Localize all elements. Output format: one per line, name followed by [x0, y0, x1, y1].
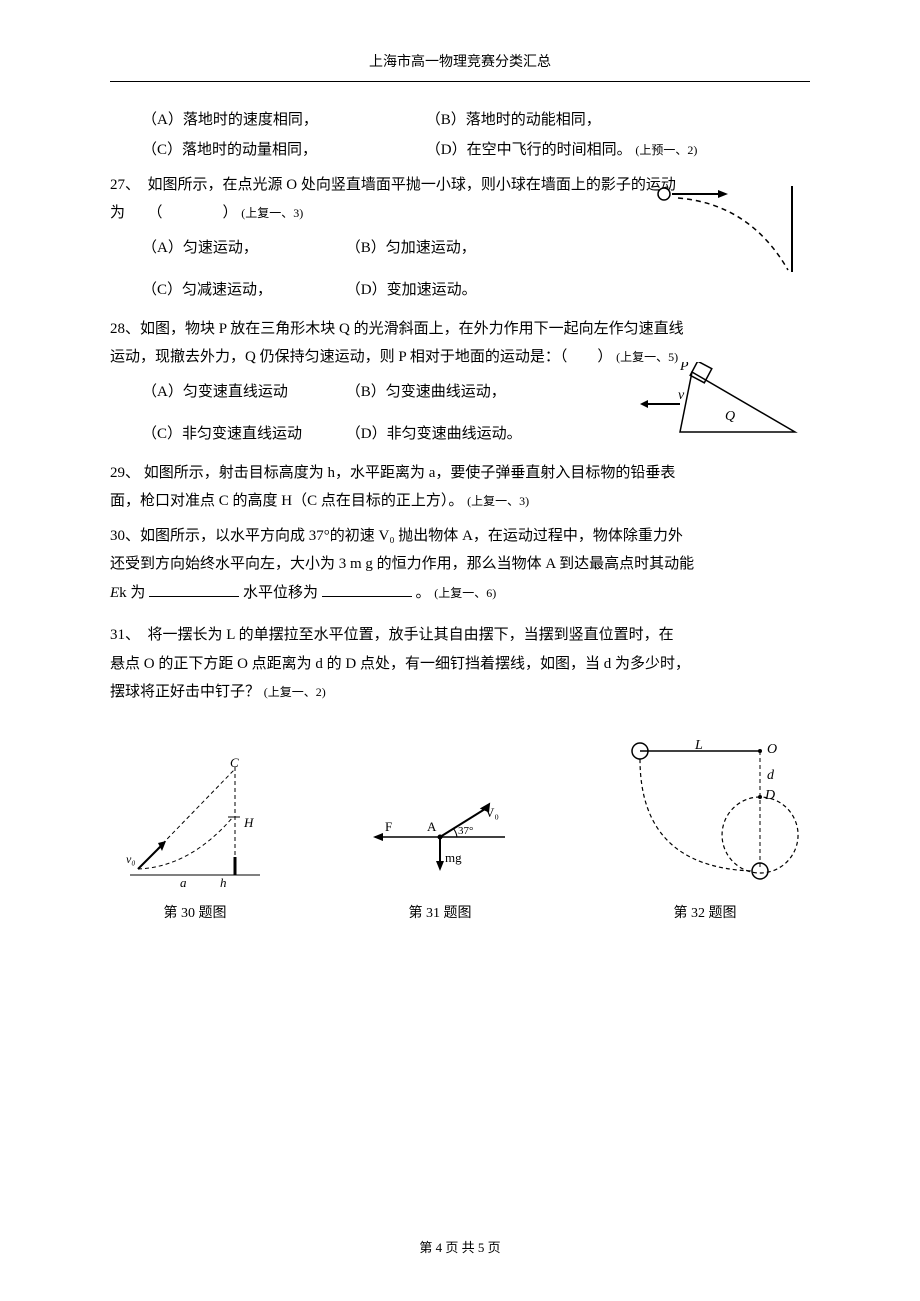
note: (上复一、2) — [264, 685, 326, 699]
blank-2 — [322, 581, 412, 597]
q27-stem2: 为 （ ） — [110, 205, 238, 221]
q30-stem2: 还受到方向始终水平向左，大小为 3 m g 的恒力作用，那么当物体 A 到达最高… — [110, 550, 810, 579]
svg-text:H: H — [243, 815, 254, 830]
figure-32-block: L O d D 第 32 题图 — [610, 737, 800, 928]
opt-c: （C）非匀变速直线运动 — [142, 420, 342, 449]
figure-30-caption: 第 30 题图 — [120, 901, 270, 928]
q29-stem1: 29、 如图所示，射击目标高度为 h，水平距离为 a，要使子弹垂直射入目标物的铅… — [110, 459, 810, 488]
q30-stem3-pre: k 为 — [119, 585, 145, 601]
opt-b: （B）匀加速运动， — [346, 234, 476, 263]
svg-text:d: d — [767, 768, 775, 783]
q31-stem1: 31、 将一摆长为 L 的单摆拉至水平位置，放手让其自由摆下，当摆到竖直位置时，… — [110, 621, 810, 650]
svg-text:A: A — [427, 819, 437, 834]
figures-row: C H v₀ a h 第 30 题图 F A 37° — [110, 737, 810, 928]
blank-1 — [149, 581, 239, 597]
figure-30: C H v₀ a h — [120, 757, 270, 887]
opt-c: （C）落地时的动量相同， — [142, 136, 422, 165]
svg-text:a: a — [180, 875, 187, 887]
q31-stem3: 摆球将正好击中钉子？ — [110, 684, 260, 700]
q30-stem3-post: 。 — [415, 585, 430, 601]
note: (上预一、2) — [635, 143, 697, 157]
opt-c: （C）匀减速运动， — [142, 276, 342, 305]
opt-d: （D）在空中飞行的时间相同。 — [426, 136, 632, 165]
svg-text:D: D — [764, 788, 775, 803]
q29-stem2: 面，枪口对准点 C 的高度 H（C 点在目标的正上方）。 — [110, 493, 463, 509]
svg-text:L: L — [694, 738, 703, 753]
q26-options: （A）落地时的速度相同， （B）落地时的动能相同， （C）落地时的动量相同， （… — [110, 106, 810, 165]
figure-32-caption: 第 32 题图 — [610, 901, 800, 928]
lbl-Q: Q — [725, 409, 735, 424]
figure-31-caption: 第 31 题图 — [355, 901, 525, 928]
svg-text:h: h — [220, 875, 227, 887]
q30-stem1: 30、如图所示，以水平方向成 37°的初速 V₀ 抛出物体 A，在运动过程中，物… — [110, 522, 810, 551]
opt-a: （A）落地时的速度相同， — [142, 106, 422, 135]
figure-31-block: F A 37° V₀ mg 第 31 题图 — [355, 797, 525, 928]
note: (上复一、3) — [241, 206, 303, 220]
figure-30-block: C H v₀ a h 第 30 题图 — [120, 757, 270, 928]
q30: 30、如图所示，以水平方向成 37°的初速 V₀ 抛出物体 A，在运动过程中，物… — [110, 522, 810, 608]
figure-27 — [650, 184, 810, 274]
note: (上复一、6) — [434, 586, 496, 600]
svg-text:V₀: V₀ — [485, 805, 499, 820]
q29: 29、 如图所示，射击目标高度为 h，水平距离为 a，要使子弹垂直射入目标物的铅… — [110, 459, 810, 516]
opt-d: （D）非匀变速曲线运动。 — [346, 420, 522, 449]
note: (上复一、3) — [467, 494, 529, 508]
page-header: 上海市高一物理竞赛分类汇总 — [110, 50, 810, 82]
svg-text:C: C — [230, 757, 239, 770]
svg-text:F: F — [385, 819, 392, 834]
figure-28: P v Q — [640, 362, 810, 442]
opt-a: （A）匀变速直线运动 — [142, 378, 342, 407]
opt-d: （D）变加速运动。 — [346, 276, 477, 305]
q31: 31、 将一摆长为 L 的单摆拉至水平位置，放手让其自由摆下，当摆到竖直位置时，… — [110, 621, 810, 707]
svg-text:mg: mg — [445, 850, 462, 865]
svg-text:37°: 37° — [458, 825, 473, 837]
lbl-P: P — [679, 362, 689, 374]
q28-stem1: 28、如图，物块 P 放在三角形木块 Q 的光滑斜面上，在外力作用下一起向左作匀… — [110, 315, 810, 344]
svg-text:v₀: v₀ — [126, 852, 136, 866]
figure-32: L O d D — [610, 737, 800, 887]
q28-stem2: 运动，现撤去外力，Q 仍保持匀速运动，则 P 相对于地面的运动是：（ ） — [110, 349, 612, 365]
opt-b: （B）匀变速曲线运动， — [346, 378, 506, 407]
opt-a: （A）匀速运动， — [142, 234, 342, 263]
q31-stem2: 悬点 O 的正下方距 O 点距离为 d 的 D 点处，有一细钉挡着摆线，如图，当… — [110, 650, 810, 679]
lbl-v: v — [678, 388, 685, 403]
figure-31: F A 37° V₀ mg — [355, 797, 525, 887]
svg-text:O: O — [767, 742, 777, 757]
opt-b: （B）落地时的动能相同， — [426, 106, 601, 135]
page-footer: 第 4 页 共 5 页 — [0, 1236, 920, 1261]
q30-stem3-mid: 水平位移为 — [243, 585, 318, 601]
